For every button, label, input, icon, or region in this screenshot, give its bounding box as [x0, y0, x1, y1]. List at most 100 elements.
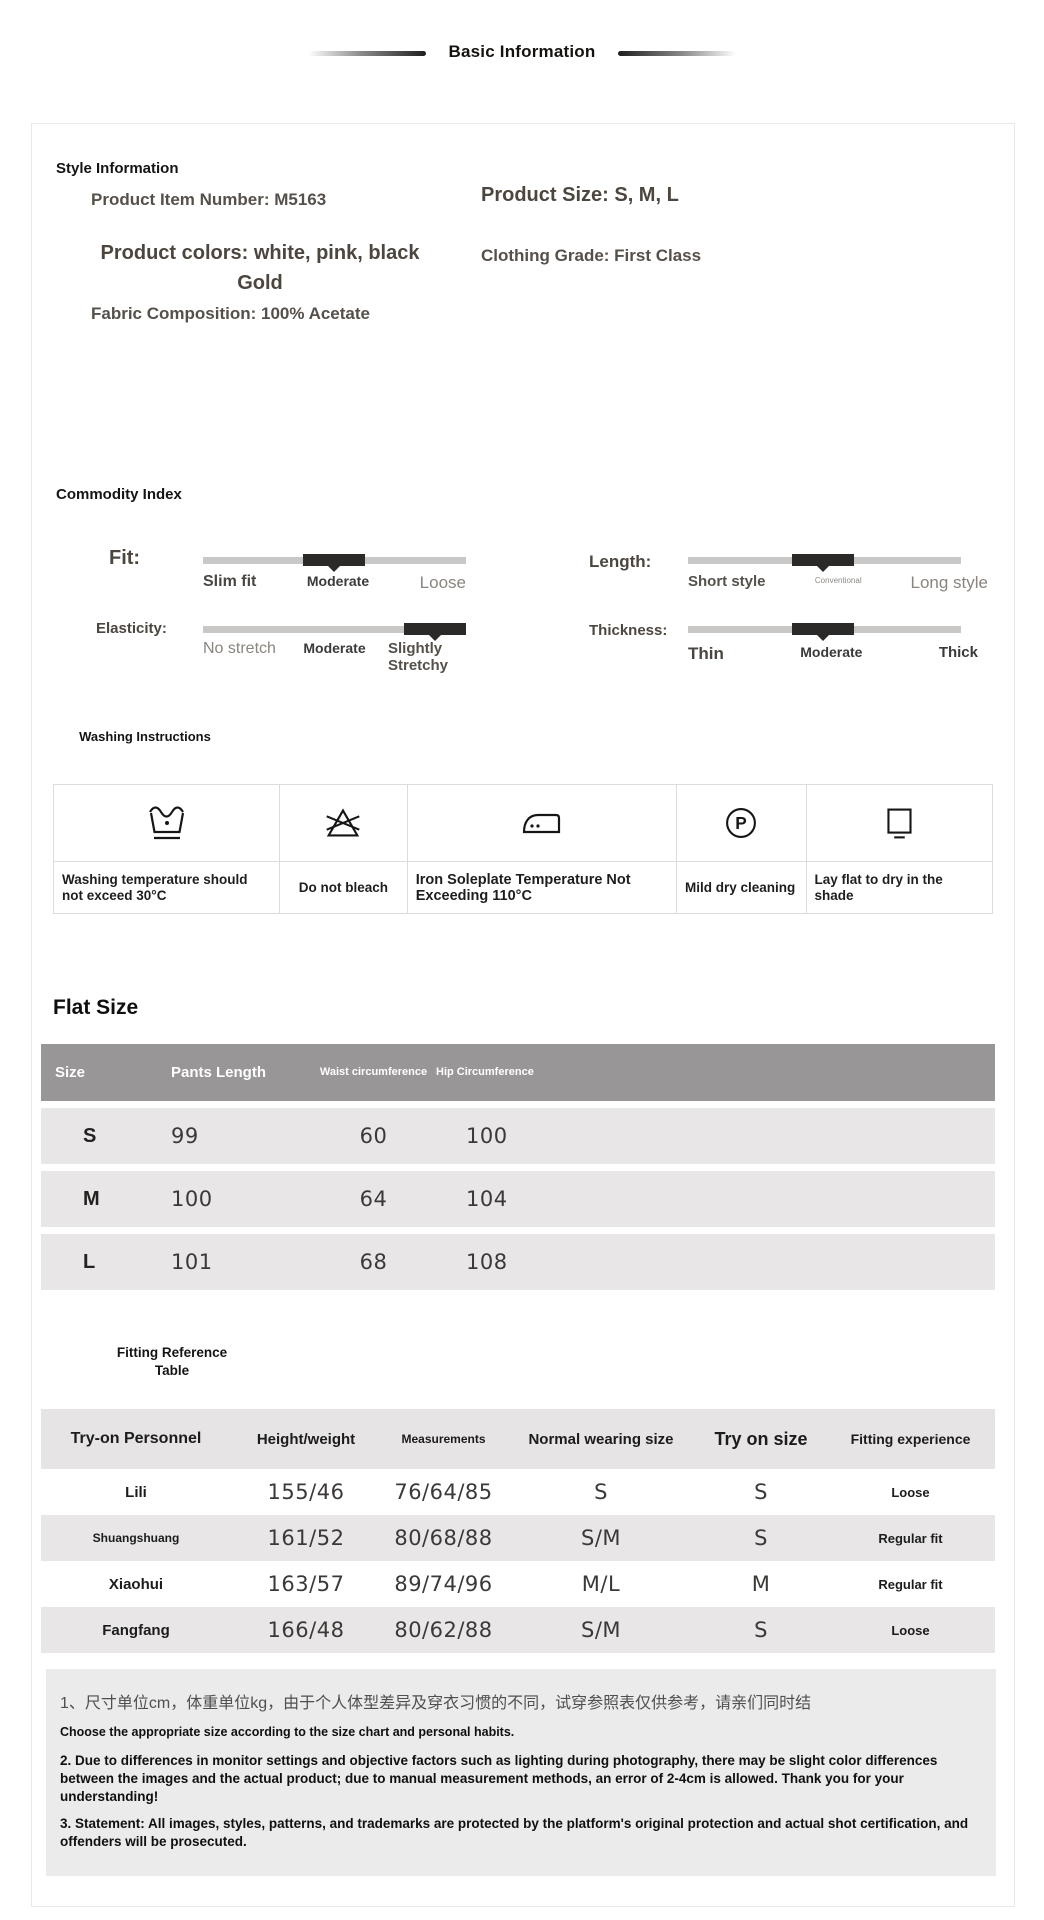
- note-statement: 3. Statement: All images, styles, patter…: [60, 1816, 969, 1849]
- wash-caption: Do not bleach: [298, 879, 389, 895]
- thickness-label: Thickness:: [589, 622, 668, 639]
- wash-30-icon: [54, 785, 280, 862]
- wash-caption: Iron Soleplate Temperature Not Exceeding…: [415, 871, 631, 904]
- fitting-header-row: Try-on Personnel Height/weight Measureme…: [41, 1409, 995, 1469]
- wash-caption: Mild dry cleaning: [685, 879, 796, 895]
- column-header: Fitting experience: [850, 1431, 971, 1447]
- table-row: Fangfang 166/48 80/62/88 S/M S Loose: [41, 1607, 995, 1653]
- value-cell: 155/46: [267, 1480, 345, 1504]
- name-cell: Shuangshuang: [92, 1531, 180, 1545]
- thickness-slider-track: [688, 623, 961, 641]
- experience-cell: Loose: [891, 1622, 930, 1638]
- fit-label: Fit:: [109, 547, 141, 569]
- elasticity-slider-options: No stretch Moderate Slightly Stretchy: [203, 640, 466, 674]
- table-row: Shuangshuang 161/52 80/68/88 S/M S Regul…: [41, 1515, 995, 1561]
- svg-text:P: P: [735, 813, 747, 833]
- fit-slider-options: Slim fit Moderate Loose: [203, 573, 466, 593]
- table-row: Lili 155/46 76/64/85 S S Loose: [41, 1469, 995, 1515]
- column-header: Try-on Personnel: [70, 1430, 202, 1447]
- table-row: S 99 60 100: [41, 1108, 995, 1164]
- length-label: Length:: [589, 552, 652, 571]
- washing-instructions-heading: Washing Instructions: [79, 729, 211, 744]
- note-size-units-en: Choose the appropriate size according to…: [60, 1725, 515, 1739]
- thickness-option-moderate: Moderate: [800, 644, 863, 660]
- washing-instructions-table: Washing temperature should not exceed 30…: [53, 784, 993, 914]
- title-decoration-right: [618, 51, 736, 56]
- elasticity-slider-track: [203, 623, 466, 641]
- thickness-option-thin: Thin: [688, 644, 724, 663]
- value-cell: 60: [359, 1124, 388, 1148]
- style-information-heading: Style Information: [56, 160, 179, 177]
- title-decoration-left: [308, 51, 426, 56]
- value-cell: S/M: [580, 1618, 622, 1642]
- thickness-slider-indicator: [792, 623, 854, 641]
- product-colors-line1: Product colors: white, pink, black: [100, 242, 420, 264]
- value-cell: 80/68/88: [394, 1526, 493, 1550]
- experience-cell: Regular fit: [878, 1530, 943, 1546]
- product-info-card: Style Information Product Item Number: M…: [31, 123, 1015, 1907]
- fitting-heading-line1: Fitting Reference: [116, 1345, 228, 1360]
- fitting-reference-heading: Fitting Reference Table: [72, 1344, 272, 1380]
- product-colors: Product colors: white, pink, black Gold: [60, 238, 460, 298]
- name-cell: Fangfang: [102, 1621, 170, 1639]
- value-cell: 108: [466, 1250, 508, 1274]
- column-header: Try on size: [714, 1428, 808, 1449]
- table-row: Xiaohui 163/57 89/74/96 M/L M Regular fi…: [41, 1561, 995, 1607]
- fitting-heading-line2: Table: [154, 1363, 190, 1378]
- size-cell: S: [83, 1124, 97, 1147]
- column-header: Measurements: [401, 1432, 486, 1446]
- value-cell: 166/48: [267, 1618, 345, 1642]
- value-cell: 99: [171, 1124, 199, 1148]
- table-row: L 101 68 108: [41, 1234, 995, 1290]
- fit-slider-track: [203, 554, 466, 572]
- commodity-index-heading: Commodity Index: [56, 486, 182, 503]
- value-cell: 64: [359, 1187, 388, 1211]
- length-slider-indicator: [792, 554, 854, 572]
- table-row: M 100 64 104: [41, 1171, 995, 1227]
- value-cell: 100: [466, 1124, 508, 1148]
- fit-slider-indicator: [303, 554, 365, 572]
- experience-cell: Loose: [891, 1484, 930, 1500]
- flat-size-heading: Flat Size: [53, 996, 139, 1019]
- column-header: Height/weight: [256, 1430, 356, 1448]
- elasticity-option-stretchy: Slightly Stretchy: [387, 640, 449, 674]
- iron-icon: [407, 785, 676, 862]
- wash-col-temperature: Washing temperature should not exceed 30…: [54, 785, 281, 913]
- value-cell: 104: [466, 1187, 508, 1211]
- value-cell: S: [754, 1618, 768, 1642]
- value-cell: 161/52: [267, 1526, 345, 1550]
- flat-size-table: Size Pants Length Waist circumference Hi…: [41, 1044, 995, 1290]
- column-header: Pants Length: [171, 1064, 267, 1081]
- product-size: Product Size: S, M, L: [481, 184, 679, 206]
- dry-clean-p-icon: P: [677, 785, 806, 862]
- flat-size-header-row: Size Pants Length Waist circumference Hi…: [41, 1044, 995, 1101]
- do-not-bleach-icon: [280, 785, 407, 862]
- fit-option-slim: Slim fit: [203, 573, 257, 590]
- size-cell: L: [83, 1250, 96, 1273]
- value-cell: M: [751, 1572, 771, 1596]
- fit-option-loose: Loose: [419, 573, 466, 592]
- value-cell: 76/64/85: [394, 1480, 493, 1504]
- value-cell: S/M: [580, 1526, 622, 1550]
- value-cell: 68: [359, 1250, 388, 1274]
- column-header: Waist circumference: [319, 1066, 428, 1078]
- length-option-short: Short style: [688, 573, 766, 590]
- thickness-slider-options: Thin Moderate Thick: [688, 644, 978, 664]
- name-cell: Lili: [125, 1483, 147, 1501]
- size-cell: M: [83, 1187, 100, 1210]
- clothing-grade: Clothing Grade: First Class: [481, 246, 702, 265]
- value-cell: 163/57: [267, 1572, 345, 1596]
- product-item-number: Product Item Number: M5163: [91, 190, 327, 209]
- value-cell: S: [594, 1480, 608, 1504]
- elasticity-label: Elasticity:: [96, 620, 167, 637]
- notes-box: 1、尺寸单位cm，体重单位kg，由于个人体型差异及穿衣习惯的不同，试穿参照表仅供…: [46, 1669, 996, 1876]
- wash-caption: Washing temperature should not exceed 30…: [62, 871, 248, 903]
- fitting-reference-table: Try-on Personnel Height/weight Measureme…: [41, 1409, 995, 1653]
- value-cell: 80/62/88: [394, 1618, 493, 1642]
- elasticity-option-none: No stretch: [203, 640, 276, 657]
- value-cell: S: [754, 1526, 768, 1550]
- wash-col-bleach: Do not bleach: [280, 785, 408, 913]
- value-cell: S: [754, 1480, 768, 1504]
- value-cell: 89/74/96: [394, 1572, 493, 1596]
- elasticity-option-moderate: Moderate: [303, 640, 366, 656]
